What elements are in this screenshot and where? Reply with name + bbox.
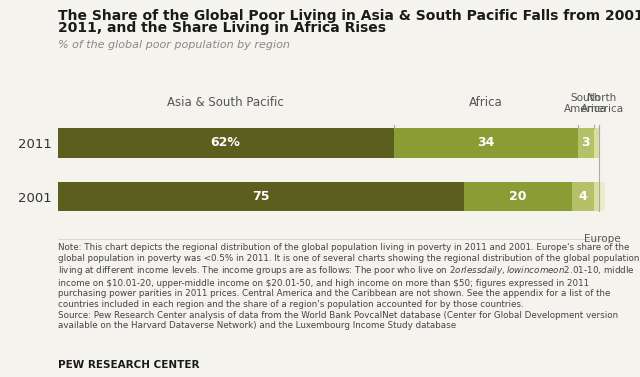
- Text: 4: 4: [579, 190, 588, 203]
- Text: 62%: 62%: [211, 136, 241, 149]
- Text: Note: This chart depicts the regional distribution of the global population livi: Note: This chart depicts the regional di…: [58, 243, 639, 308]
- Text: Source: Pew Research Center analysis of data from the World Bank PovcalNet datab: Source: Pew Research Center analysis of …: [58, 311, 618, 330]
- Bar: [578, 128, 594, 158]
- Text: The Share of the Global Poor Living in Asia & South Pacific Falls from 2001 to: The Share of the Global Poor Living in A…: [58, 9, 640, 23]
- Text: 20: 20: [509, 190, 527, 203]
- Text: 2011, and the Share Living in Africa Rises: 2011, and the Share Living in Africa Ris…: [58, 21, 385, 35]
- Bar: [594, 128, 600, 158]
- Text: America: America: [564, 104, 607, 114]
- Bar: [394, 128, 578, 158]
- Bar: [594, 182, 600, 211]
- Text: % of the global poor population by region: % of the global poor population by regio…: [58, 40, 289, 50]
- Bar: [464, 182, 572, 211]
- Text: North: North: [588, 93, 617, 103]
- Text: 3: 3: [582, 136, 590, 149]
- Text: 34: 34: [477, 136, 494, 149]
- Bar: [58, 128, 394, 158]
- Text: Africa: Africa: [468, 96, 502, 109]
- Text: Asia & South Pacific: Asia & South Pacific: [167, 96, 284, 109]
- Bar: [572, 182, 594, 211]
- Text: South: South: [571, 93, 601, 103]
- Bar: [58, 182, 464, 211]
- Bar: [600, 182, 605, 211]
- Text: PEW RESEARCH CENTER: PEW RESEARCH CENTER: [58, 360, 199, 370]
- Text: Europe: Europe: [584, 234, 620, 244]
- Text: America: America: [580, 104, 623, 114]
- Text: 75: 75: [252, 190, 269, 203]
